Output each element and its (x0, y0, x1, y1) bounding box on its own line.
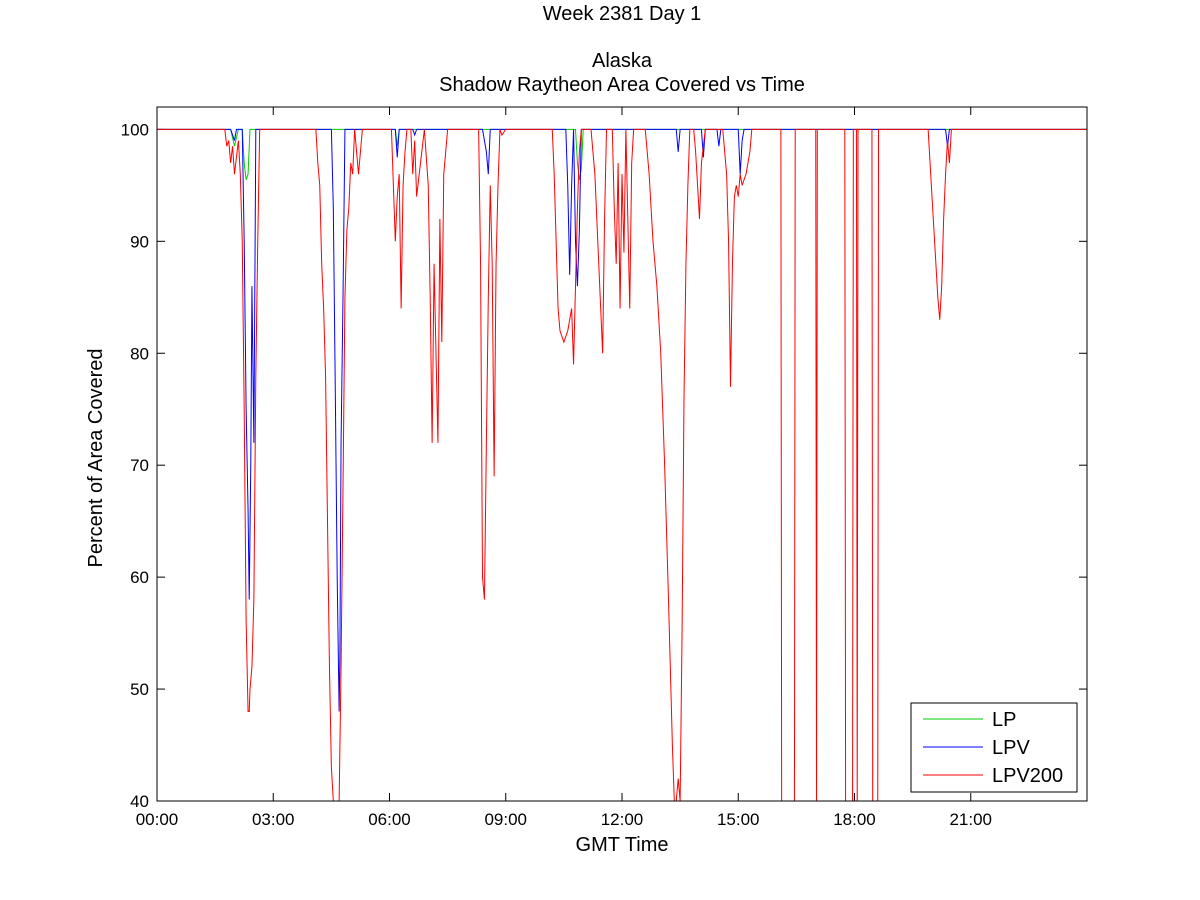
x-tick-label: 06:00 (368, 810, 411, 829)
series-line-lp (157, 128, 1087, 180)
y-tick-label: 80 (130, 344, 149, 363)
legend-label-lpv: LPV (992, 737, 1030, 759)
legend-label-lp: LP (992, 709, 1016, 731)
y-tick-label: 70 (130, 456, 149, 475)
legend: LP LPV LPV200 (910, 702, 1078, 793)
plot-area-frame (156, 106, 1088, 802)
x-tick-label: 03:00 (252, 810, 295, 829)
y-tick-label: 90 (130, 232, 149, 251)
y-tick-label: 100 (121, 120, 149, 139)
x-tick-label: 12:00 (601, 810, 644, 829)
chart-title-line: Alaska (592, 50, 653, 72)
y-axis: 40 50 60 70 80 90 100 (121, 120, 1087, 811)
x-tick-label: 18:00 (833, 810, 876, 829)
x-tick-label: 15:00 (717, 810, 760, 829)
y-tick-label: 50 (130, 680, 149, 699)
legend-label-lpv200: LPV200 (992, 765, 1063, 787)
series-line-lpv (157, 128, 1087, 712)
x-tick-label: 00:00 (136, 810, 179, 829)
y-axis-label: Percent of Area Covered (85, 348, 107, 567)
series-line-lpv200 (157, 128, 1087, 801)
chart-title-line: Week 2381 Day 1 (543, 3, 702, 25)
series-lines (157, 128, 1087, 801)
x-tick-label: 21:00 (949, 810, 992, 829)
chart-title-line: Shadow Raytheon Area Covered vs Time (439, 74, 805, 96)
y-tick-label: 40 (130, 792, 149, 811)
y-tick-label: 60 (130, 568, 149, 587)
x-axis-label: GMT Time (576, 834, 669, 856)
x-tick-label: 09:00 (484, 810, 527, 829)
x-axis: 00:00 03:00 06:00 09:00 12:00 15:00 18:00 21:00 (136, 107, 992, 829)
